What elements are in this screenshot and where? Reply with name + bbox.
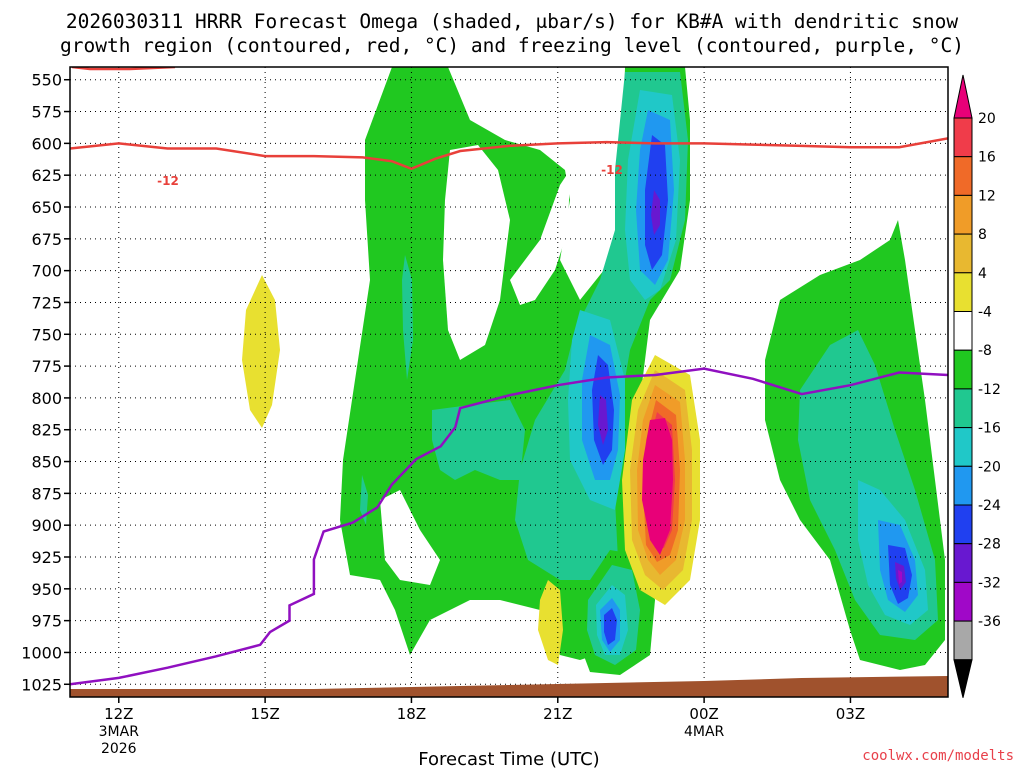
colorbar-swatch	[953, 311, 973, 351]
colorbar-swatch	[953, 117, 973, 158]
omega-region-pos-magenta	[642, 418, 673, 555]
omega-region-purple-core	[598, 190, 660, 445]
colorbar-label: -8	[978, 343, 992, 359]
y-tick-label: 575	[31, 103, 62, 122]
colorbar-swatch	[953, 349, 973, 390]
colorbar-label: 20	[978, 111, 996, 127]
colorbar-swatch	[953, 620, 973, 661]
y-tick-label: 725	[31, 293, 62, 312]
omega-region-low-blue	[604, 608, 617, 645]
chart-title-line1: 2026030311 HRRR Forecast Omega (shaded, …	[66, 10, 958, 33]
colorbar-swatch	[953, 272, 973, 312]
dgz-contour-line	[70, 137, 948, 171]
omega-region-yellow-blob1	[242, 275, 280, 428]
x-tick-label: 12Z	[104, 705, 133, 723]
colorbar-label: -4	[978, 305, 992, 321]
x-tick-date: 3MAR	[99, 724, 140, 740]
x-tick-label: 03Z	[836, 705, 865, 723]
x-tick-date: 4MAR	[684, 724, 725, 740]
dgz-contour-label-1: -12	[157, 174, 179, 188]
dgz-contour-label-2: -12	[601, 163, 623, 177]
colorbar-label: -36	[978, 614, 1001, 630]
omega-region-right-violet	[898, 570, 902, 584]
colorbar-label: 12	[978, 188, 996, 204]
plot-area	[70, 67, 948, 697]
terrain-fill	[70, 676, 948, 697]
y-tick-label: 625	[31, 166, 62, 185]
x-tick-label: 21Z	[543, 705, 572, 723]
colorbar-swatch	[953, 427, 973, 467]
y-tick-label: 700	[31, 262, 62, 281]
y-tick-label: 825	[31, 421, 62, 440]
colorbar-label: 8	[978, 227, 987, 243]
y-tick-label: 900	[31, 516, 62, 535]
colorbar-swatch	[953, 543, 973, 583]
plot-border	[69, 66, 949, 698]
colorbar-label: -24	[978, 498, 1001, 514]
y-tick-label: 875	[31, 484, 62, 503]
colorbar-bottom-arrow	[953, 659, 973, 698]
colorbar-swatch	[953, 388, 973, 429]
credit-text[interactable]: coolwx.com/modelts	[862, 748, 1014, 764]
omega-hole-1	[443, 145, 510, 360]
x-tick-label: 00Z	[689, 705, 718, 723]
y-tick-label: 675	[31, 230, 62, 249]
y-tick-label: 850	[31, 453, 62, 472]
colorbar-label: -16	[978, 421, 1001, 437]
colorbar-label: 16	[978, 150, 996, 166]
omega-hole-3	[380, 490, 440, 585]
x-tick-label: 15Z	[250, 705, 279, 723]
colorbar-swatch	[953, 194, 973, 235]
omega-region-teal-small1	[402, 255, 413, 380]
omega-hole-2	[510, 170, 570, 305]
x-tick-label: 18Z	[397, 705, 426, 723]
colorbar: 20 16 12 8 4 -4 -8 -12 -16 -20 -24 -28 -32 -36	[953, 74, 1001, 698]
chart-title-line2: growth region (contoured, red, °C) and f…	[60, 34, 964, 57]
y-tick-label: 1000	[21, 643, 62, 662]
colorbar-label: 4	[978, 266, 987, 282]
omega-region-teal-small2	[360, 475, 368, 525]
omega-region-yellow-blob2	[538, 580, 563, 665]
y-tick-label: 950	[31, 580, 62, 599]
y-tick-label: 550	[31, 71, 62, 90]
dgz-fragment	[71, 67, 176, 71]
colorbar-swatch	[953, 465, 973, 506]
y-tick-label: 925	[31, 548, 62, 567]
omega-region-blue-core	[592, 135, 668, 465]
y-tick-label: 650	[31, 198, 62, 217]
colorbar-label: -12	[978, 382, 1001, 398]
y-tick-label: 800	[31, 389, 62, 408]
y-tick-label: 1025	[21, 675, 62, 694]
colorbar-swatch	[953, 504, 973, 545]
y-tick-label: 775	[31, 357, 62, 376]
x-tick-year: 2026	[101, 741, 137, 757]
y-tick-label: 975	[31, 612, 62, 631]
y-tick-label: 750	[31, 325, 62, 344]
grid-lines	[70, 67, 948, 697]
freezing-level-line	[70, 367, 948, 686]
omega-region-teal-mid	[432, 400, 525, 480]
colorbar-swatch	[953, 581, 973, 622]
colorbar-label: -20	[978, 459, 1001, 475]
colorbar-label: -32	[978, 575, 1001, 591]
colorbar-swatch	[953, 233, 973, 274]
colorbar-top-arrow	[953, 74, 973, 119]
y-axis: 550 575 600 625 650 675 700 725 750 775 800 825 850 8…	[21, 71, 70, 694]
x-axis-label: Forecast Time (UTC)	[418, 749, 599, 768]
colorbar-swatch	[953, 156, 973, 196]
colorbar-label: -28	[978, 537, 1001, 553]
y-tick-label: 600	[31, 134, 62, 153]
